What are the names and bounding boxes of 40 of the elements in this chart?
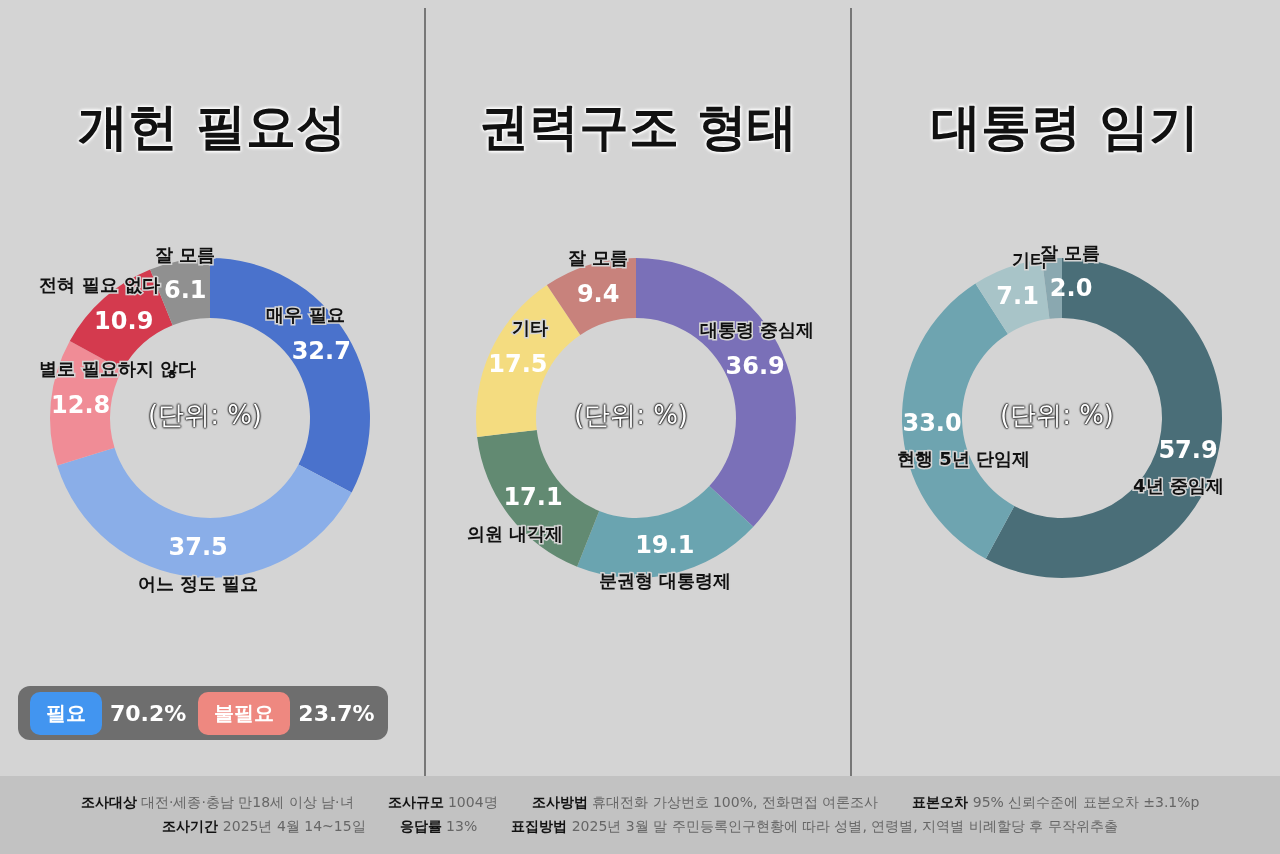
data-label: 2.0	[1049, 274, 1093, 303]
text: (단위: %)	[999, 400, 1115, 430]
data-label: 10.9	[94, 306, 154, 335]
text: 불필요	[198, 691, 291, 735]
text: 70.2%	[110, 700, 187, 726]
data-label: 17.5	[488, 349, 548, 378]
data-label: 57.9	[1158, 435, 1218, 464]
text: 표집방법 2025년 3월 말 주민등록인구현황에 따라 성별, 연령별, 지역별 비례할당 후 무작위추출	[511, 818, 1118, 834]
text: 조사방법 휴대전화 가상번호 100%, 전화면접 여론조사	[531, 794, 879, 810]
data-label: 17.1	[503, 483, 563, 512]
data-label: 19.1	[635, 530, 695, 559]
text: 조사기간 2025년 4월 14~15일	[162, 818, 366, 834]
text: 23.7%	[298, 700, 375, 726]
text: 조사규모 1004명	[387, 794, 498, 810]
chart-title: 권력구조 형태	[478, 97, 798, 158]
chart-title: 대통령 임기	[930, 97, 1200, 158]
data-label: 37.5	[168, 533, 228, 562]
data-label: 9.4	[576, 279, 620, 308]
text: (단위: %)	[573, 399, 689, 432]
slice-label: 잘 모름	[155, 243, 216, 265]
data-label: 33.0	[902, 408, 962, 437]
slice-label: 어느 정도 필요	[137, 572, 259, 594]
text: 응답률 13%	[399, 818, 478, 834]
data-label: 12.8	[51, 390, 111, 419]
slice-label: 전혀 필요 없다	[39, 274, 160, 296]
data-label: 7.1	[996, 281, 1039, 310]
text: 필요	[30, 691, 102, 735]
donut-slice	[57, 447, 352, 578]
text: 표본오차 95% 신뢰수준에 표본오차 ±3.1%p	[912, 794, 1200, 810]
text: 조사대상 대전·세종·충남 만18세 이상 남·녀	[80, 794, 354, 810]
slice-label: 별로 필요하지 않다	[39, 358, 196, 380]
data-label: 6.1	[163, 276, 207, 305]
text: (단위: %)	[147, 400, 263, 430]
slice-label: 기타	[511, 317, 548, 339]
slice-label: 대통령 중심제	[700, 319, 815, 341]
chart-title: 개헌 필요성	[77, 97, 347, 158]
data-label: 32.7	[291, 336, 351, 365]
data-label: 36.9	[725, 352, 785, 380]
slice-label: 분권형 대통령제	[598, 570, 731, 592]
slice-label: 잘 모름	[568, 247, 629, 269]
